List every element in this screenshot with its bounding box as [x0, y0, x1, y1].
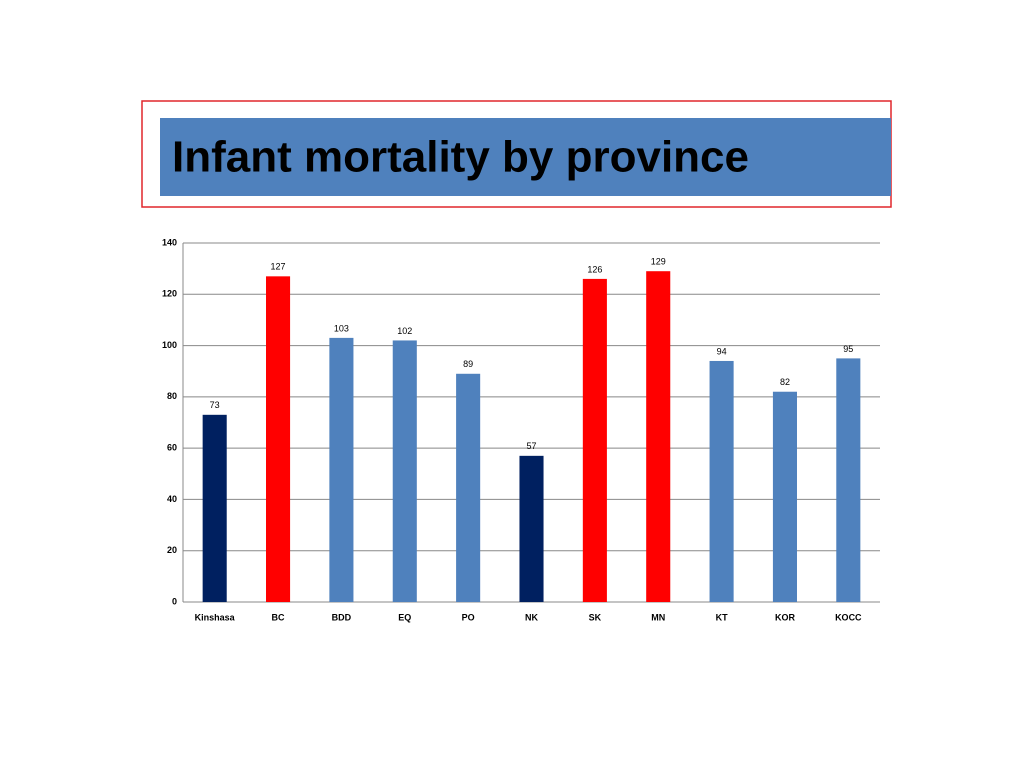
y-tick-label: 100 [162, 340, 177, 350]
data-label: 127 [271, 262, 286, 272]
x-tick-label: NK [525, 612, 538, 622]
x-tick-label: KOR [775, 612, 796, 622]
y-tick-label: 80 [167, 391, 177, 401]
x-tick-label: KT [716, 612, 728, 622]
bar [519, 455, 544, 602]
x-tick-label: BC [272, 612, 285, 622]
x-tick-label: EQ [398, 612, 411, 622]
data-label: 95 [843, 344, 853, 354]
data-label: 94 [717, 346, 727, 356]
y-tick-label: 60 [167, 443, 177, 453]
chart-title: Infant mortality by province [172, 133, 749, 182]
data-label: 82 [780, 377, 790, 387]
y-tick-label: 120 [162, 289, 177, 299]
bar [392, 340, 417, 602]
bar [456, 373, 481, 602]
y-tick-label: 40 [167, 494, 177, 504]
bar [772, 391, 797, 602]
data-label: 102 [397, 326, 412, 336]
bar [329, 337, 354, 602]
bar [582, 278, 607, 602]
x-tick-label: PO [462, 612, 475, 622]
title-banner [160, 118, 891, 196]
data-label: 129 [651, 257, 666, 267]
data-label: 89 [463, 359, 473, 369]
data-label: 57 [526, 441, 536, 451]
x-tick-label: KOCC [835, 612, 862, 622]
data-label: 73 [210, 400, 220, 410]
x-tick-label: Kinshasa [195, 612, 236, 622]
bar [266, 276, 291, 602]
data-label: 103 [334, 323, 349, 333]
bar [202, 414, 227, 602]
y-tick-label: 20 [167, 545, 177, 555]
bar [709, 360, 734, 602]
bar [836, 358, 861, 602]
bar [646, 271, 671, 602]
x-tick-label: SK [589, 612, 602, 622]
x-tick-label: BDD [332, 612, 352, 622]
y-tick-label: 0 [172, 596, 177, 606]
x-tick-label: MN [651, 612, 665, 622]
y-tick-label: 140 [162, 237, 177, 247]
data-label: 126 [587, 264, 602, 274]
